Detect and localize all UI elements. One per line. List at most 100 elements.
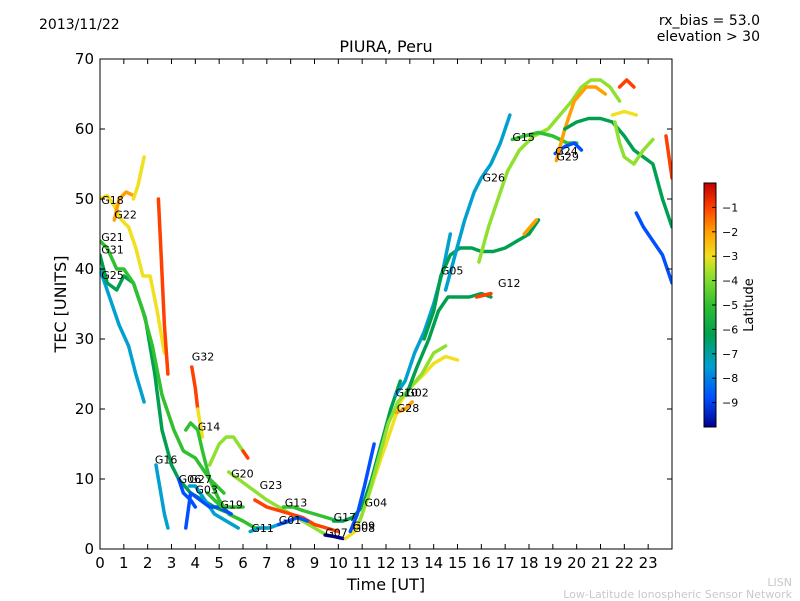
satellite-label-G02: G02 — [406, 386, 429, 399]
x-tick-label: 11 — [353, 554, 372, 572]
series-G17 — [331, 379, 403, 523]
x-tick-label: 10 — [329, 554, 348, 572]
x-tick-label: 6 — [238, 554, 248, 572]
satellite-label-G05: G05 — [441, 265, 464, 278]
satellite-label-G14: G14 — [198, 421, 221, 434]
x-tick-label: 2 — [143, 554, 153, 572]
elevation-label: elevation > 30 — [656, 29, 760, 45]
satellite-label-G11: G11 — [251, 522, 274, 535]
satellite-label-G20: G20 — [231, 468, 254, 481]
colorbar-tick-label: −5 — [722, 299, 738, 312]
satellite-label-G07: G07 — [325, 526, 348, 539]
footer-lisn: LISN — [767, 576, 792, 589]
series-G19 — [205, 491, 245, 509]
x-axis-label: Time [UT] — [346, 575, 425, 594]
satellite-label-G31: G31 — [101, 244, 124, 257]
x-tick-label: 12 — [376, 554, 395, 572]
colorbar-tick-label: −7 — [722, 348, 738, 361]
series-G20b — [241, 449, 250, 460]
series-G21 — [100, 239, 226, 495]
satellite-label-G23: G23 — [260, 479, 283, 492]
satellite-label-G10: G10 — [396, 386, 419, 399]
x-tick-label: 14 — [424, 554, 443, 572]
series-G16 — [154, 463, 170, 530]
satellite-label-G21: G21 — [101, 231, 124, 244]
satellite-label-G29: G29 — [556, 151, 579, 164]
series-G01 — [277, 515, 310, 527]
satellite-label-G09: G09 — [353, 519, 376, 532]
satellite-label-G22: G22 — [114, 209, 137, 222]
series-G15 — [510, 130, 579, 145]
series-G30z — [613, 120, 655, 166]
series-G28 — [394, 400, 414, 415]
x-tick-label: 7 — [262, 554, 272, 572]
series-G08 — [348, 442, 376, 534]
x-tick-label: 3 — [167, 554, 177, 572]
satellite-label-G16: G16 — [155, 454, 178, 467]
y-tick-label: 10 — [75, 470, 94, 488]
satellite-label-G13: G13 — [285, 496, 308, 509]
satellite-label-G25: G25 — [101, 269, 124, 282]
y-tick-label: 50 — [75, 190, 94, 208]
colorbar-tick-label: −2 — [722, 226, 738, 239]
series-G05r — [522, 218, 538, 236]
series-G32 — [156, 197, 170, 376]
satellite-label-G24: G24 — [555, 145, 578, 158]
series-G05 — [422, 218, 541, 341]
x-tick-label: 17 — [496, 554, 515, 572]
colorbar-tick-label: −3 — [722, 250, 738, 263]
x-tick-label: 5 — [214, 554, 224, 572]
x-tick-label: 4 — [191, 554, 201, 572]
rx-bias-label: rx_bias = 53.0 — [658, 13, 760, 29]
series-G23r — [253, 498, 341, 534]
colorbar-tick-label: −9 — [722, 397, 738, 410]
series-G30 — [563, 116, 672, 229]
satellite-label-G26: G26 — [483, 172, 506, 185]
x-tick-label: 22 — [615, 554, 634, 572]
series-G25 — [100, 267, 146, 404]
satellite-label-G27: G27 — [189, 473, 212, 486]
series-G33b — [664, 134, 672, 180]
x-tick-label: 23 — [639, 554, 658, 572]
x-tick-label: 18 — [519, 554, 538, 572]
x-tick-label: 19 — [543, 554, 562, 572]
satellite-label-G28: G28 — [397, 402, 420, 415]
series-G29 — [554, 85, 608, 163]
colorbar-tick-label: −8 — [722, 372, 738, 385]
series-G18 — [100, 193, 167, 355]
y-tick-label: 20 — [75, 400, 94, 418]
x-tick-label: 21 — [591, 554, 610, 572]
series-G22b — [131, 155, 146, 201]
footer-network: Low-Latitude Ionospheric Sensor Network — [563, 588, 792, 601]
satellite-label-G32: G32 — [192, 351, 215, 364]
series-G32b — [190, 365, 200, 411]
series-G22 — [112, 190, 136, 222]
satellite-label-G15: G15 — [512, 131, 535, 144]
y-tick-label: 0 — [84, 540, 94, 558]
x-tick-label: 15 — [448, 554, 467, 572]
satellite-label-G18: G18 — [101, 194, 124, 207]
satellite-label-G04: G04 — [365, 496, 388, 509]
y-axis-label: TEC [UNITS] — [51, 256, 70, 354]
series-G32c — [195, 407, 205, 439]
x-tick-label: 20 — [567, 554, 586, 572]
x-tick-label: 9 — [310, 554, 320, 572]
satellite-label-G08: G08 — [353, 522, 376, 535]
series-G02 — [404, 291, 493, 397]
series-G02r — [474, 291, 493, 299]
y-tick-label: 40 — [75, 260, 94, 278]
series-G33 — [634, 211, 672, 285]
series-G06 — [176, 477, 198, 509]
x-tick-label: 13 — [400, 554, 419, 572]
colorbar-label: Latitude — [742, 278, 757, 332]
y-tick-label: 30 — [75, 330, 94, 348]
satellite-label-G06: G06 — [179, 473, 202, 486]
series-G13 — [281, 505, 341, 523]
series-G12 — [477, 78, 622, 264]
satellite-label-G17: G17 — [334, 511, 357, 524]
x-tick-label: 0 — [95, 554, 105, 572]
series-G04 — [358, 344, 448, 523]
satellite-label-G19: G19 — [220, 498, 243, 511]
colorbar-tick-label: −4 — [722, 275, 738, 288]
